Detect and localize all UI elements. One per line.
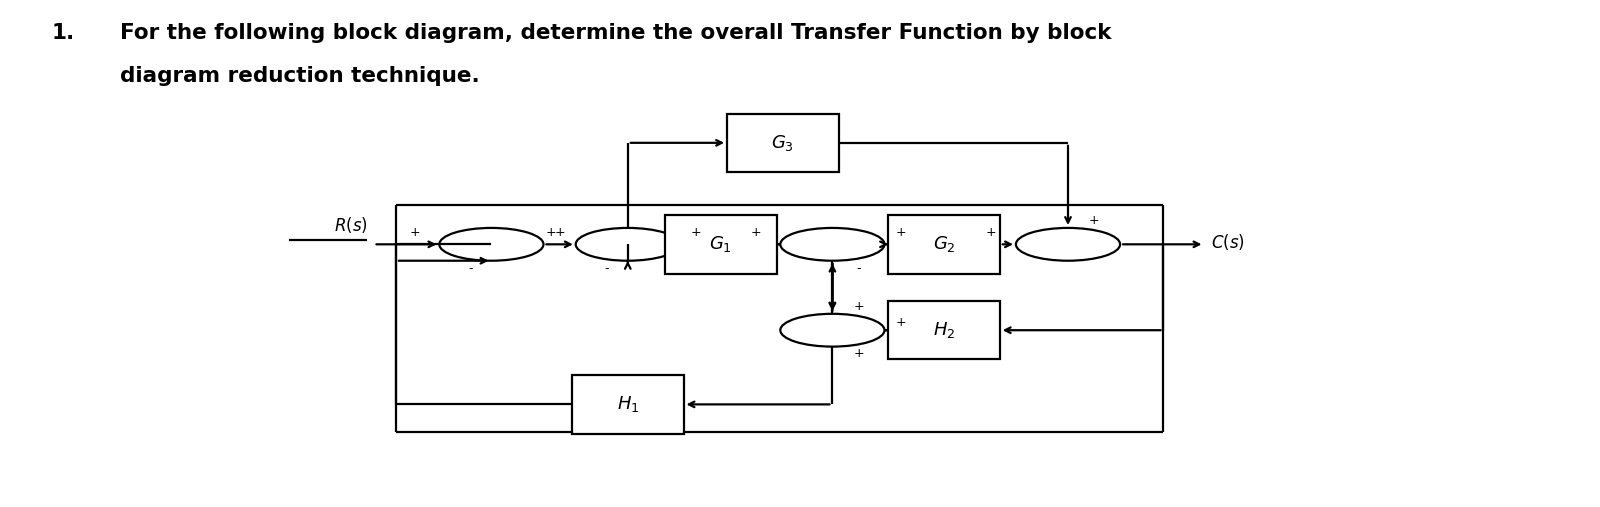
Text: +: +: [750, 226, 762, 239]
Text: 1.: 1.: [51, 23, 75, 43]
Bar: [726, 114, 838, 172]
Text: +: +: [853, 300, 864, 313]
Text: +: +: [896, 226, 906, 239]
Text: $H_2$: $H_2$: [933, 320, 955, 340]
Text: diagram reduction technique.: diagram reduction technique.: [120, 66, 480, 86]
Bar: [888, 215, 1000, 274]
Text: +: +: [410, 226, 419, 239]
Text: +: +: [546, 226, 557, 239]
Text: For the following block diagram, determine the overall Transfer Function by bloc: For the following block diagram, determi…: [120, 23, 1112, 43]
Text: +: +: [896, 315, 906, 329]
Text: +: +: [554, 226, 565, 239]
Bar: [666, 215, 776, 274]
Bar: [573, 375, 683, 433]
Text: $H_1$: $H_1$: [616, 394, 638, 414]
Text: $G_1$: $G_1$: [709, 234, 733, 255]
Text: $R(s)$: $R(s)$: [334, 214, 368, 235]
Text: +: +: [986, 226, 997, 239]
Text: $C(s)$: $C(s)$: [1211, 232, 1245, 252]
Text: -: -: [605, 262, 610, 275]
Text: +: +: [691, 226, 701, 239]
Text: -: -: [469, 262, 474, 275]
Bar: [888, 301, 1000, 359]
Text: +: +: [1088, 214, 1099, 228]
Text: $G_3$: $G_3$: [771, 133, 794, 153]
Text: +: +: [853, 347, 864, 360]
Text: $G_2$: $G_2$: [933, 234, 955, 255]
Text: -: -: [856, 262, 861, 275]
